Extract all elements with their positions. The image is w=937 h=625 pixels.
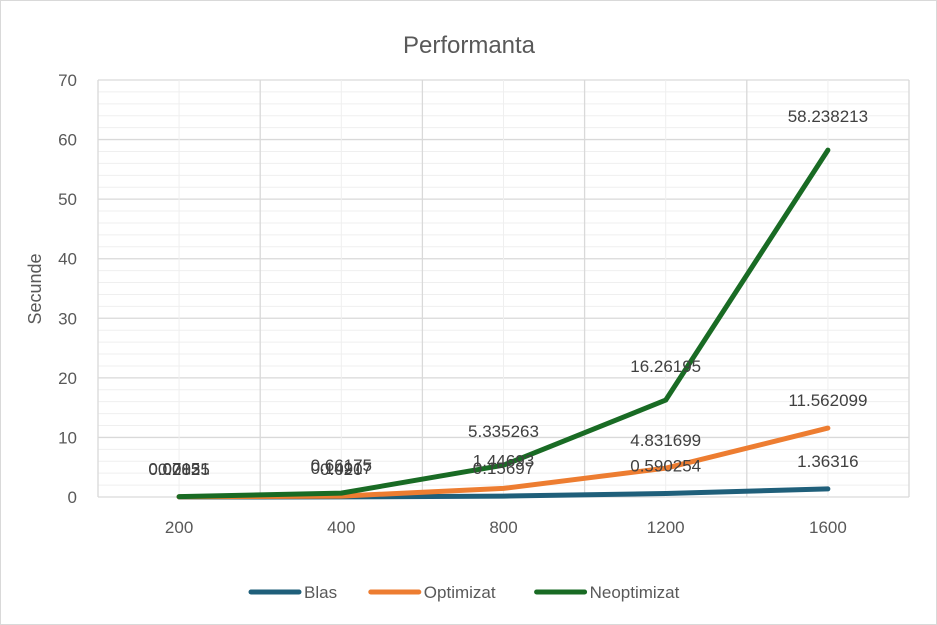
x-tick-label: 1600	[809, 518, 847, 537]
x-tick-label: 1200	[647, 518, 685, 537]
y-tick-label: 50	[58, 190, 77, 209]
data-label: 5.335263	[468, 422, 539, 441]
y-tick-label: 0	[68, 488, 77, 507]
legend-label-blas: Blas	[304, 583, 337, 602]
chart-title: Performanta	[403, 32, 536, 59]
legend: Blas Optimizat Neoptimizat	[248, 583, 680, 602]
y-tick-label: 30	[58, 309, 77, 328]
y-axis-title: Secunde	[25, 253, 45, 324]
y-tick-label: 10	[58, 428, 77, 447]
y-tick-label: 70	[58, 71, 77, 90]
data-label: 0.02835	[148, 460, 209, 479]
data-label: 0.14917	[311, 459, 372, 478]
data-label: 11.562099	[788, 391, 867, 410]
series-lines	[176, 147, 831, 500]
x-tick-label: 800	[489, 518, 517, 537]
data-label: 1.36316	[797, 452, 858, 471]
y-tick-label: 60	[58, 131, 77, 150]
data-label: 0.15697	[473, 459, 534, 478]
y-tick-label: 40	[58, 250, 77, 269]
x-tick-label: 200	[165, 518, 193, 537]
axis-ticks: 0 10 20 30 40 50 60 70 200 400 800 1200 1600	[58, 71, 847, 537]
data-label: 1.44693	[473, 451, 534, 470]
data-label: 0.66175	[311, 456, 372, 475]
y-tick-label: 20	[58, 369, 77, 388]
legend-label-neoptimizat: Neoptimizat	[590, 583, 680, 602]
x-tick-label: 400	[327, 518, 355, 537]
data-label: 58.238213	[788, 107, 868, 126]
data-label: 4.831699	[630, 431, 701, 450]
data-label: 0.07151	[148, 460, 209, 479]
data-label: 0.590254	[630, 456, 701, 475]
data-label: 0.002	[158, 460, 201, 479]
data-label: 0.020	[320, 460, 363, 479]
legend-label-optimizat: Optimizat	[424, 583, 496, 602]
series-line-neoptimizat	[176, 147, 831, 500]
data-label: 16.26195	[630, 357, 701, 376]
